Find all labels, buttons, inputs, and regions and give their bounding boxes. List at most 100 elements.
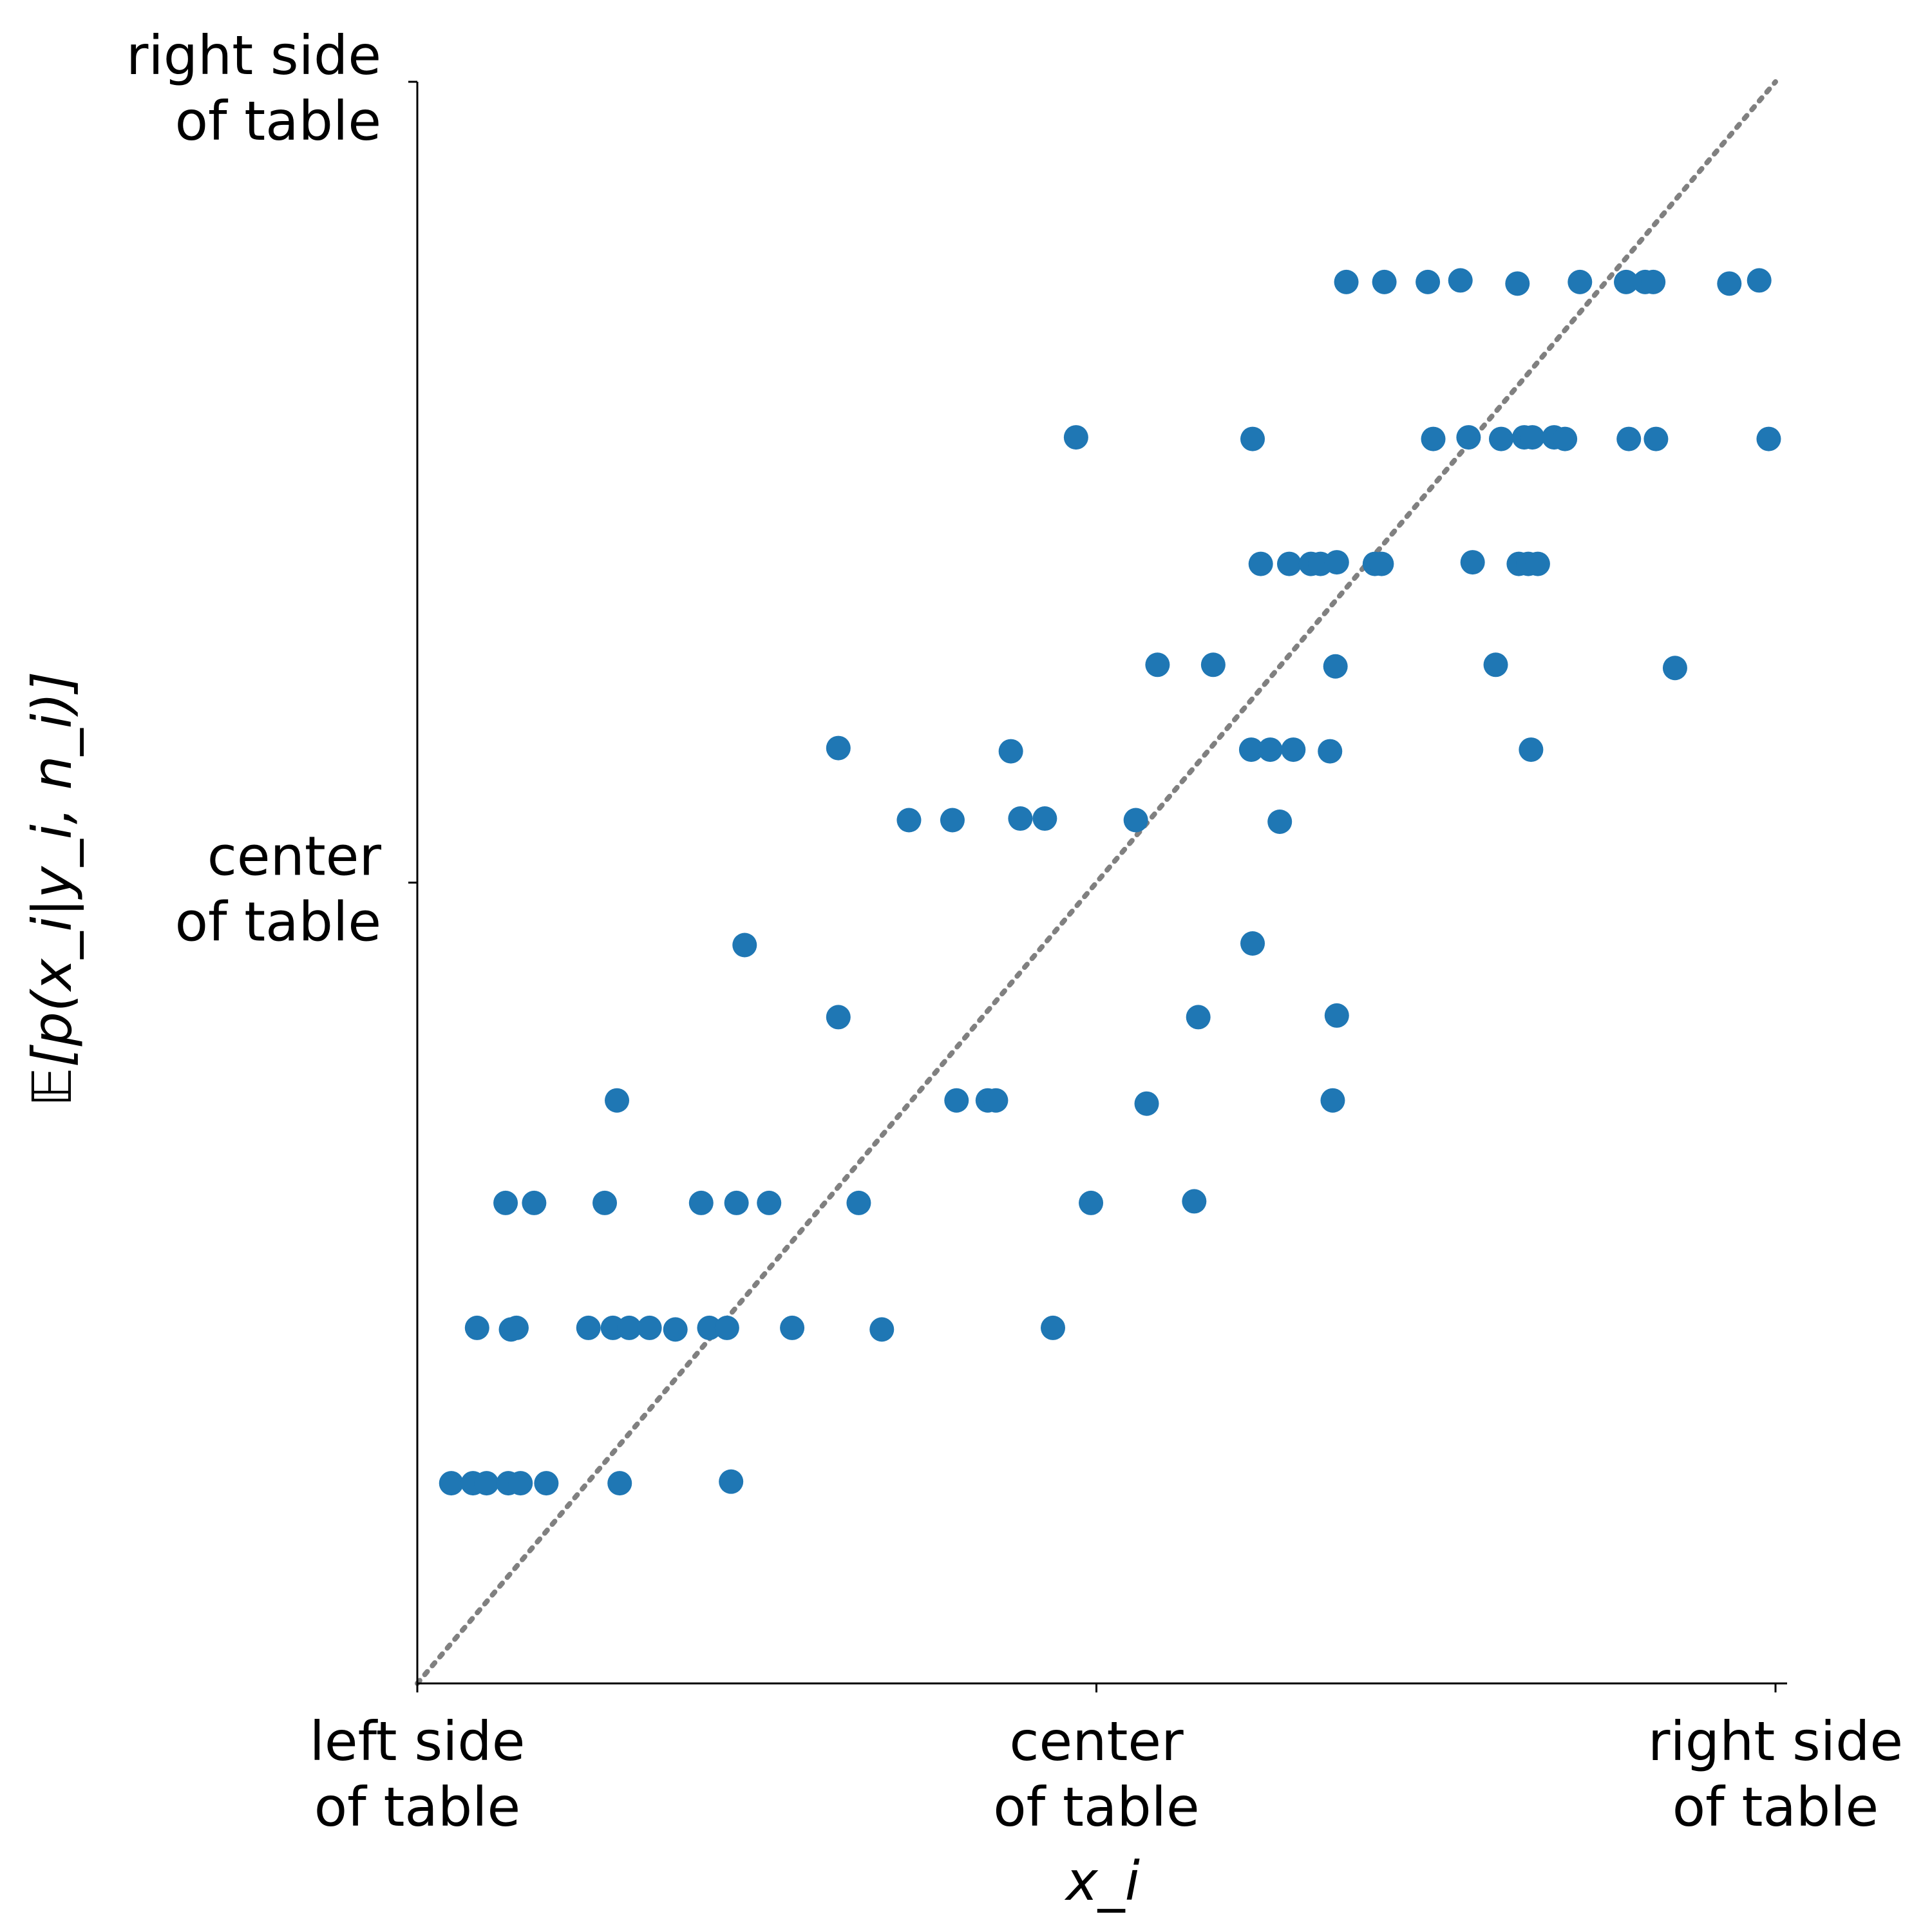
data-point [1324,1003,1349,1028]
data-point [607,1471,632,1496]
x-tick-label-line1: right side [1648,1710,1903,1773]
x-tick-label-line2: of table [993,1776,1199,1839]
data-point [1525,551,1550,576]
data-point [1248,551,1273,576]
data-point [1641,269,1666,294]
data-point [1553,426,1578,451]
data-point [1079,1190,1104,1215]
data-point [1488,426,1513,451]
data-point [1032,806,1057,831]
data-point [1643,426,1669,451]
data-point [1520,425,1545,450]
data-point [1240,931,1265,956]
data-point [719,1469,744,1494]
data-point [944,1088,969,1113]
data-point [1372,269,1397,294]
data-point [605,1088,630,1113]
data-point [697,1315,722,1340]
data-point [1041,1315,1066,1340]
data-point [1323,654,1348,679]
data-point [1756,426,1781,451]
data-point [1182,1189,1207,1214]
data-point [846,1190,871,1215]
data-point [1614,269,1639,294]
data-points [439,268,1781,1496]
data-point [617,1315,642,1340]
data-point [508,1471,533,1496]
data-point [637,1315,662,1340]
data-point [1505,271,1530,296]
data-point [1334,269,1359,294]
x-tick-label-line1: left side [310,1710,526,1773]
data-point [732,933,757,958]
data-point [1416,269,1441,294]
data-point [1616,426,1642,451]
data-point [1145,652,1170,677]
y-tick-label-line1: center [207,825,382,888]
data-point [522,1190,547,1215]
x-tick-label-line2: of table [1672,1776,1879,1839]
y-tick-label: right side of table [126,24,381,153]
x-tick-label: center of table [993,1710,1199,1839]
data-point [940,808,965,833]
data-point [780,1315,805,1340]
data-point [592,1190,618,1215]
data-point [724,1190,749,1215]
data-point [1240,426,1265,451]
data-point [663,1317,688,1342]
data-point [493,1190,518,1215]
data-point [1276,551,1302,576]
data-point [869,1317,895,1342]
y-tick-label-line2: of table [175,891,381,954]
data-point [983,1088,1009,1113]
data-point [1123,808,1148,833]
data-point [896,808,922,833]
data-point [1567,269,1593,294]
data-point [1421,426,1446,451]
data-point [1267,809,1293,834]
plot-area [415,79,1781,1686]
x-axis-label: x_i [1064,1850,1140,1913]
data-point [1258,737,1283,762]
x-tick-label: left side of table [310,1710,526,1839]
data-point [1200,652,1226,677]
data-point [714,1315,739,1340]
y-tick-label-line1: right side [126,24,381,87]
identity-reference-line [415,79,1778,1686]
data-point [1369,551,1394,576]
data-point [504,1315,529,1340]
data-point [1320,1088,1345,1113]
data-point [1460,550,1485,575]
data-point [1281,737,1306,762]
data-point [464,1315,489,1340]
data-point [1519,737,1544,762]
x-tick-label-line1: center [1009,1710,1184,1773]
data-point [1747,268,1772,293]
y-tick-label-line2: of table [175,90,381,153]
data-point [1238,737,1264,762]
y-axis-label: 𝔼[p(x_i|y_i, n_i)] [21,671,84,1106]
data-point [688,1190,714,1215]
data-point [1662,656,1687,681]
data-point [1717,271,1742,296]
x-tick-label-line2: of table [314,1776,520,1839]
data-point [474,1471,499,1496]
x-tick-label: right side of table [1648,1710,1903,1839]
data-point [1483,652,1508,677]
y-tick-label: center of table [175,825,382,954]
data-point [1324,550,1349,575]
data-point [826,735,851,761]
data-point [1134,1091,1159,1116]
data-point [1456,425,1481,450]
data-point [1318,739,1343,764]
data-point [576,1315,601,1340]
data-point [998,739,1023,764]
data-point [1186,1005,1211,1030]
data-point [757,1190,782,1215]
data-point [826,1005,851,1030]
data-point [534,1471,559,1496]
data-point [1063,425,1088,450]
